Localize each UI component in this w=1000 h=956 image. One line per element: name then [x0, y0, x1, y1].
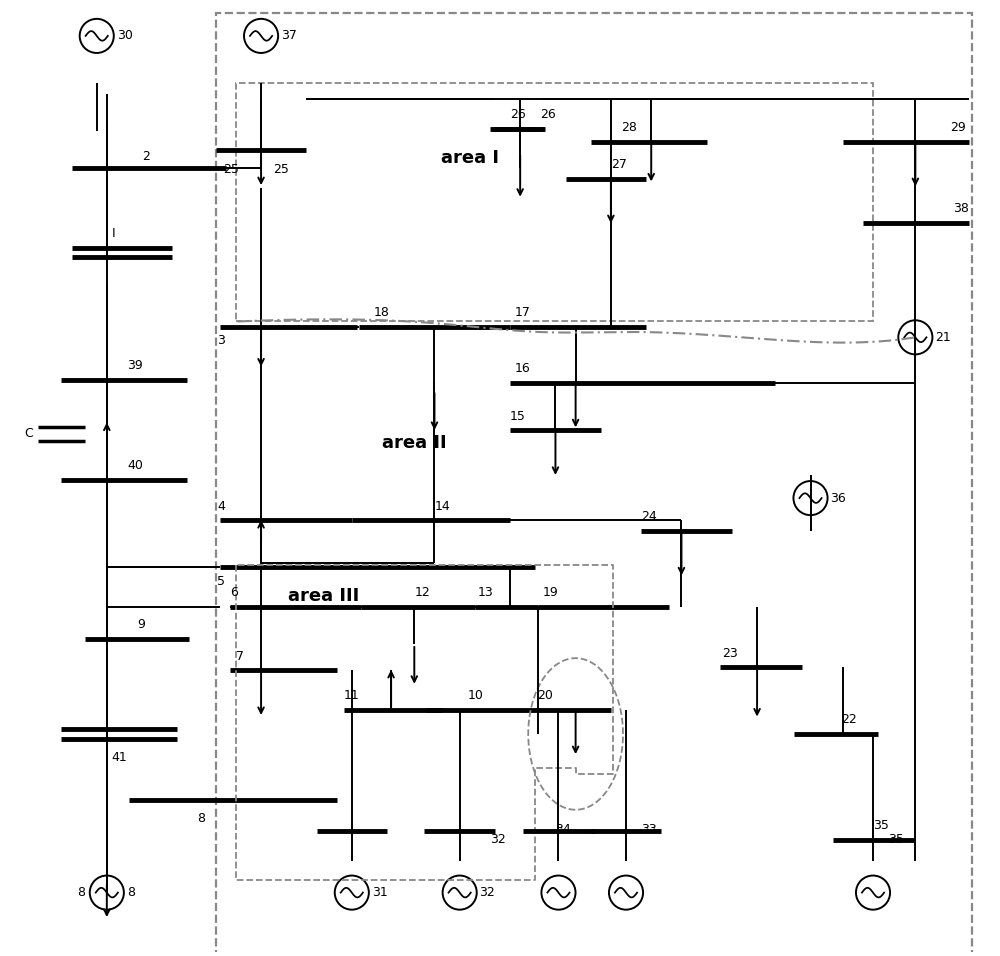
Text: 32: 32 — [480, 886, 495, 899]
Text: 7: 7 — [236, 650, 244, 663]
Text: 38: 38 — [953, 203, 969, 215]
Text: 4: 4 — [217, 500, 225, 512]
Text: 6: 6 — [230, 586, 238, 599]
Text: 36: 36 — [830, 491, 846, 505]
Text: 12: 12 — [414, 586, 430, 599]
Text: 25: 25 — [273, 163, 289, 176]
Text: I: I — [112, 228, 115, 240]
Text: 35: 35 — [888, 834, 904, 846]
Text: C: C — [24, 427, 33, 441]
Text: 11: 11 — [344, 689, 359, 702]
Text: 25: 25 — [223, 163, 239, 176]
Text: 17: 17 — [515, 306, 531, 319]
Text: 28: 28 — [621, 121, 637, 134]
Text: 3: 3 — [217, 335, 225, 347]
Text: 23: 23 — [722, 646, 738, 660]
Text: area I: area I — [441, 148, 499, 166]
Text: 29: 29 — [950, 121, 966, 134]
Text: 30: 30 — [117, 30, 133, 42]
Text: 2: 2 — [142, 150, 150, 163]
Text: 13: 13 — [478, 586, 494, 599]
Text: 20: 20 — [537, 689, 553, 702]
Text: 19: 19 — [542, 586, 558, 599]
Text: 41: 41 — [112, 751, 128, 764]
Text: 32: 32 — [490, 834, 506, 846]
Text: 18: 18 — [374, 306, 390, 319]
Text: 26: 26 — [540, 108, 556, 121]
Text: 15: 15 — [510, 410, 526, 423]
Text: 39: 39 — [127, 358, 143, 372]
Text: 21: 21 — [935, 331, 951, 344]
Text: 40: 40 — [127, 460, 143, 472]
Text: 33: 33 — [641, 823, 657, 836]
Text: 16: 16 — [515, 362, 531, 375]
Text: 22: 22 — [841, 713, 857, 727]
Text: 24: 24 — [641, 511, 657, 523]
Text: 5: 5 — [217, 575, 225, 588]
Text: 37: 37 — [281, 30, 297, 42]
Text: area II: area II — [382, 434, 447, 452]
Text: 8: 8 — [127, 886, 135, 899]
Text: 27: 27 — [611, 158, 627, 171]
Text: 8: 8 — [198, 812, 206, 825]
Text: 31: 31 — [372, 886, 387, 899]
Text: 35: 35 — [873, 819, 889, 832]
Text: area III: area III — [288, 587, 360, 605]
Text: 9: 9 — [137, 618, 145, 631]
Text: 10: 10 — [468, 689, 484, 702]
Text: 8: 8 — [78, 886, 86, 899]
Text: 14: 14 — [434, 500, 450, 512]
Text: 34: 34 — [555, 823, 571, 836]
Text: 26: 26 — [510, 108, 526, 121]
